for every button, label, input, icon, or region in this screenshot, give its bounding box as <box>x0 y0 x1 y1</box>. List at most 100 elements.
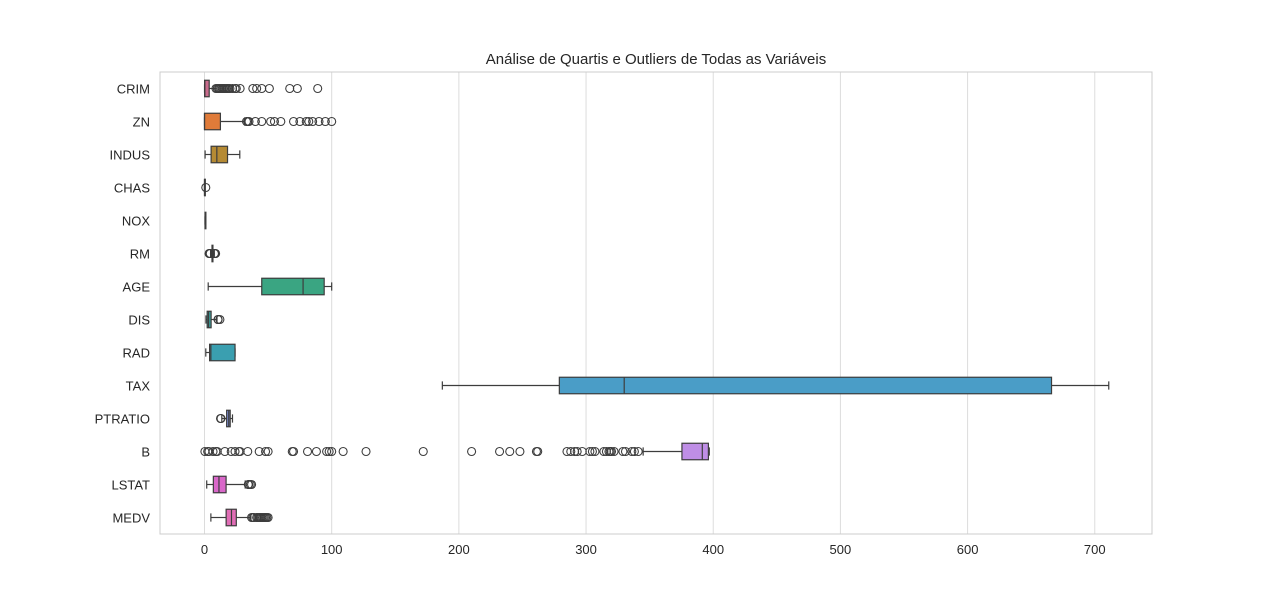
outlier-point <box>288 116 299 127</box>
y-tick-label: INDUS <box>110 148 151 163</box>
outlier-point <box>533 446 543 457</box>
y-tick-label: RAD <box>123 346 150 361</box>
box-rad <box>205 343 236 362</box>
outlier-point <box>201 182 211 193</box>
box-iqr <box>261 277 325 296</box>
y-tick-label: AGE <box>123 280 151 295</box>
outlier-point <box>250 116 260 127</box>
outlier-point <box>587 446 597 457</box>
y-tick-label: DIS <box>128 313 150 328</box>
outlier-point <box>515 446 525 457</box>
outlier-point <box>418 446 428 457</box>
outlier-point <box>633 446 643 457</box>
y-tick-label: LSTAT <box>111 478 150 493</box>
box-dis <box>205 310 225 329</box>
box-nox <box>204 211 207 230</box>
outlier-point <box>254 446 264 457</box>
outlier-point <box>257 116 267 127</box>
outlier-point <box>606 446 617 457</box>
y-tick-label: ZN <box>133 115 150 130</box>
outlier-point <box>311 446 321 457</box>
y-tick-label: B <box>141 445 150 460</box>
outlier-point <box>304 116 314 127</box>
x-tick-label: 400 <box>702 542 724 557</box>
outlier-point <box>320 116 330 127</box>
outlier-point <box>216 413 226 424</box>
box-iqr <box>210 145 229 164</box>
y-tick-label: TAX <box>126 379 151 394</box>
outlier-point <box>572 446 582 457</box>
outlier-point <box>301 116 311 127</box>
plot-frame <box>159 71 1153 535</box>
outlier-point <box>243 446 253 457</box>
outlier-point <box>220 446 230 457</box>
x-tick-label: 100 <box>321 542 343 557</box>
outlier-point <box>585 446 595 457</box>
outlier-point <box>247 479 257 490</box>
box-rm <box>204 244 221 263</box>
box-iqr <box>212 475 227 494</box>
box-crim <box>203 79 323 98</box>
outlier-point <box>308 116 318 127</box>
outlier-point <box>231 83 241 94</box>
y-tick-label: CRIM <box>117 82 150 97</box>
box-zn <box>203 112 337 131</box>
plot-area <box>159 71 1153 535</box>
box-medv <box>210 508 273 527</box>
x-tick-label: 700 <box>1084 542 1106 557</box>
outlier-point <box>288 446 299 457</box>
outlier-point <box>276 116 286 127</box>
chart-title: Análise de Quartis e Outliers de Todas a… <box>486 51 826 68</box>
box-iqr <box>209 343 236 362</box>
outlier-point <box>263 512 273 523</box>
outlier-point <box>505 446 515 457</box>
y-tick-label: NOX <box>122 214 151 229</box>
boxes <box>200 79 1110 527</box>
box-lstat <box>206 475 257 494</box>
outlier-point <box>324 446 334 457</box>
outlier-point <box>264 83 274 94</box>
outlier-point <box>269 116 280 127</box>
outlier-point <box>577 446 587 457</box>
outlier-point <box>313 83 323 94</box>
outlier-point <box>618 446 628 457</box>
y-tick-label: CHAS <box>114 181 150 196</box>
box-b <box>200 442 710 461</box>
outlier-point <box>225 83 235 94</box>
y-tick-label: RM <box>130 247 150 262</box>
x-tick-label: 300 <box>575 542 597 557</box>
outlier-point <box>314 116 324 127</box>
x-tick-label: 500 <box>830 542 852 557</box>
grid-lines <box>204 72 1096 534</box>
box-iqr <box>203 112 222 131</box>
outlier-point <box>244 116 254 127</box>
outlier-point <box>230 446 240 457</box>
outlier-point <box>327 446 337 457</box>
outlier-point <box>266 116 276 127</box>
outlier-point <box>235 83 245 94</box>
x-tick-label: 600 <box>957 542 979 557</box>
outlier-point <box>327 116 337 127</box>
box-age <box>207 277 333 296</box>
outlier-point <box>467 446 477 457</box>
outlier-point <box>285 83 295 94</box>
outlier-point <box>263 446 273 457</box>
outlier-point <box>620 446 631 457</box>
outlier-point <box>205 248 215 259</box>
outlier-point <box>566 446 576 457</box>
outlier-point <box>322 446 332 457</box>
outlier-point <box>609 446 619 457</box>
box-indus <box>204 145 241 164</box>
outlier-point <box>295 116 305 127</box>
y-tick-label: MEDV <box>112 511 150 526</box>
outlier-point <box>215 314 225 325</box>
box-iqr <box>558 376 1053 395</box>
outlier-point <box>257 83 267 94</box>
outlier-point <box>590 446 600 457</box>
x-axis-ticks: 0 100 200 300 400 500 600 700 <box>201 542 1106 557</box>
outlier-point <box>302 446 313 457</box>
outlier-point <box>211 248 221 259</box>
outlier-point <box>338 446 348 457</box>
